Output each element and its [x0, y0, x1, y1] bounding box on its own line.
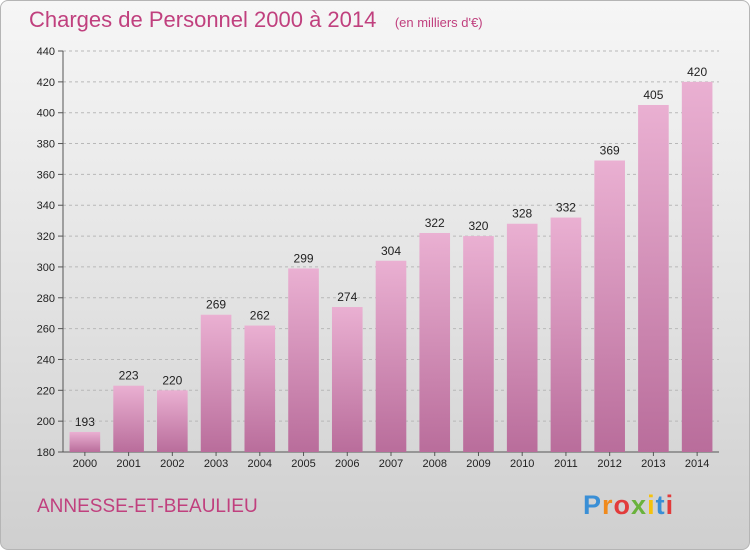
brand-letter: i	[665, 490, 675, 520]
bar	[550, 217, 582, 452]
y-tick-label: 320	[37, 231, 55, 243]
x-tick-label: 2010	[510, 458, 534, 470]
data-label: 322	[425, 216, 445, 230]
data-label: 220	[162, 373, 182, 387]
data-label: 193	[75, 415, 95, 429]
brand-letter: r	[602, 490, 614, 520]
bar	[331, 307, 363, 452]
y-tick-label: 420	[37, 77, 55, 89]
y-tick-label: 220	[37, 385, 55, 397]
x-tick-label: 2007	[379, 458, 403, 470]
y-tick-label: 300	[37, 262, 55, 274]
data-label: 274	[337, 290, 357, 304]
data-label: 420	[687, 65, 707, 79]
brand-logo: Proxiti	[583, 490, 674, 521]
bar	[506, 223, 538, 452]
x-tick-label: 2011	[554, 458, 578, 470]
x-tick-label: 2000	[73, 458, 97, 470]
x-tick-label: 2008	[422, 458, 446, 470]
data-label: 369	[600, 144, 620, 158]
data-label: 304	[381, 244, 401, 258]
y-tick-label: 340	[37, 200, 55, 212]
data-label: 223	[119, 369, 139, 383]
y-tick-label: 260	[37, 324, 55, 336]
bar	[419, 232, 451, 452]
bar	[200, 314, 232, 452]
y-tick-label: 400	[37, 108, 55, 120]
x-tick-label: 2001	[116, 458, 140, 470]
y-tick-label: 280	[37, 293, 55, 305]
x-tick-label: 2003	[204, 458, 228, 470]
x-tick-label: 2004	[248, 458, 272, 470]
chart-subtitle: (en milliers d'€)	[394, 15, 483, 30]
data-label: 269	[206, 298, 226, 312]
x-tick-label: 2006	[335, 458, 359, 470]
brand-letter: P	[583, 490, 603, 520]
y-tick-label: 200	[37, 416, 55, 428]
brand-letter: i	[647, 490, 656, 520]
bar	[113, 385, 144, 452]
chart-title: Charges de Personnel 2000 à 2014	[29, 7, 377, 32]
brand-letter: o	[613, 490, 632, 520]
data-label: 262	[250, 309, 270, 323]
bar	[681, 81, 713, 452]
y-tick-label: 180	[37, 447, 55, 459]
bar	[638, 104, 669, 452]
bar	[288, 268, 319, 452]
x-tick-label: 2009	[466, 458, 490, 470]
x-tick-label: 2005	[291, 458, 315, 470]
data-label: 332	[556, 201, 576, 215]
bars	[69, 81, 713, 452]
bar	[375, 260, 407, 452]
bar	[69, 431, 101, 452]
y-tick-label: 380	[37, 139, 55, 151]
brand-letter: x	[631, 490, 648, 520]
data-label: 328	[512, 207, 532, 221]
x-tick-label: 2014	[685, 458, 709, 470]
data-label: 320	[468, 219, 488, 233]
y-tick-label: 440	[37, 46, 55, 58]
y-tick-label: 360	[37, 169, 55, 181]
bar	[463, 236, 494, 452]
y-tick-label: 240	[37, 354, 55, 366]
data-label: 299	[294, 251, 314, 265]
axes: 180 200 220 240 260 280 300 320 340 360 380 400 420 4…	[37, 46, 719, 470]
x-tick-label: 2012	[597, 458, 621, 470]
data-label: 405	[643, 88, 663, 102]
title-block: Charges de Personnel 2000 à 2014 (en mil…	[29, 7, 483, 33]
brand-letter: t	[655, 490, 666, 520]
data-labels: 193 223 220 269 262 299 274 304 322 320 328 332 369 4…	[75, 65, 708, 429]
bar	[594, 160, 625, 452]
location-name: ANNESSE-ET-BEAULIEU	[37, 496, 258, 517]
bar	[157, 390, 188, 452]
x-tick-label: 2002	[160, 458, 184, 470]
bar	[244, 325, 276, 452]
x-tick-label: 2013	[641, 458, 665, 470]
